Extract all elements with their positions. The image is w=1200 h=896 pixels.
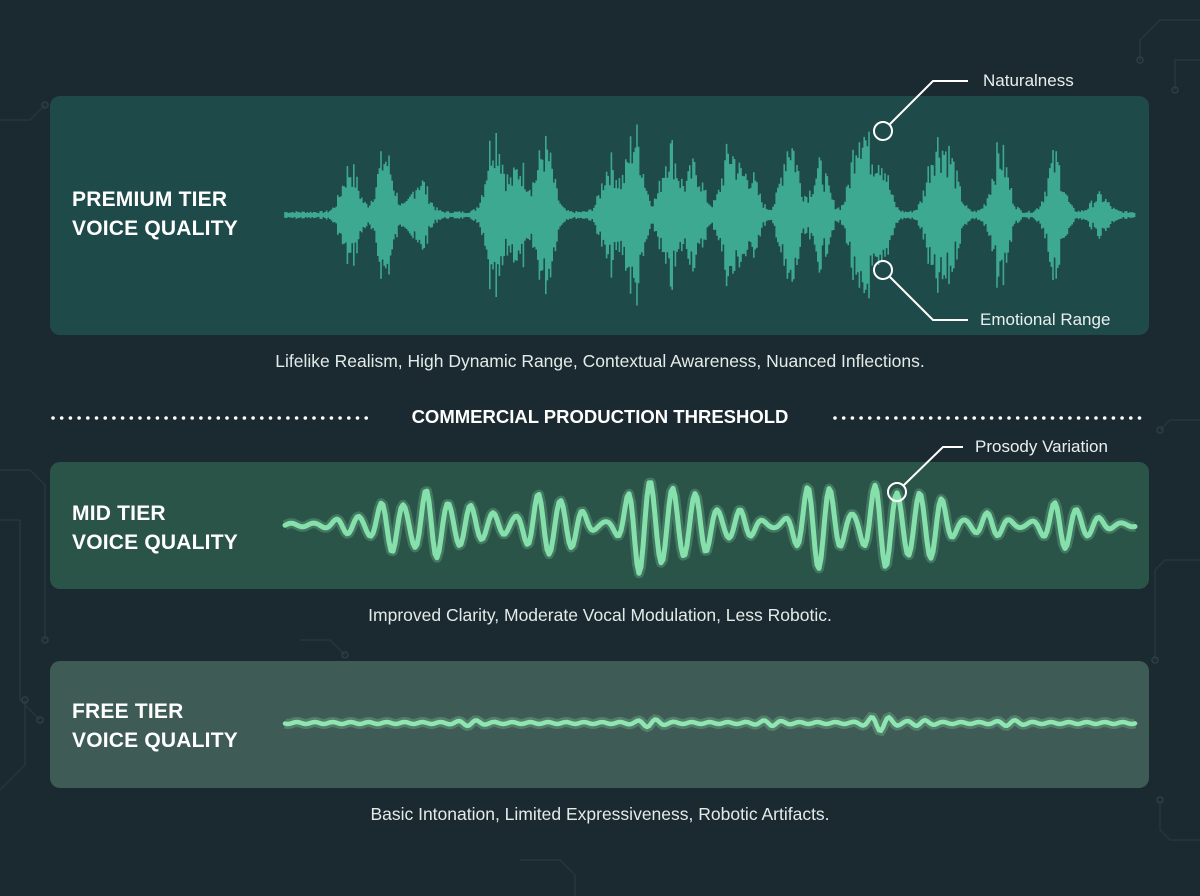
premium-tier-caption: Lifelike Realism, High Dynamic Range, Co… bbox=[275, 351, 925, 371]
mid-tier-title-line1: MID TIER bbox=[72, 502, 166, 525]
premium-tier-title: PREMIUM TIER VOICE QUALITY bbox=[72, 185, 238, 243]
premium-waveform bbox=[284, 124, 1136, 306]
prosody-variation-label: Prosody Variation bbox=[975, 437, 1108, 456]
free-waveform bbox=[282, 711, 1138, 737]
mid-tier-title: MID TIER VOICE QUALITY bbox=[72, 499, 238, 557]
free-tier-panel: FREE TIER VOICE QUALITY bbox=[50, 661, 1149, 788]
premium-tier-title-line1: PREMIUM TIER bbox=[72, 188, 228, 211]
free-tier-title: FREE TIER VOICE QUALITY bbox=[72, 697, 238, 755]
emotional-range-label: Emotional Range bbox=[980, 310, 1111, 329]
mid-waveform bbox=[282, 477, 1138, 579]
free-tier-title-line1: FREE TIER bbox=[72, 700, 184, 723]
premium-tier-title-line2: VOICE QUALITY bbox=[72, 217, 238, 240]
mid-tier-panel: MID TIER VOICE QUALITY bbox=[50, 462, 1149, 589]
threshold-label: COMMERCIAL PRODUCTION THRESHOLD bbox=[411, 406, 789, 427]
naturalness-label: Naturalness bbox=[983, 71, 1074, 90]
premium-tier-panel: PREMIUM TIER VOICE QUALITY bbox=[50, 96, 1149, 335]
free-tier-caption: Basic Intonation, Limited Expressiveness… bbox=[370, 804, 830, 824]
mid-tier-title-line2: VOICE QUALITY bbox=[72, 531, 238, 554]
free-tier-title-line2: VOICE QUALITY bbox=[72, 729, 238, 752]
mid-tier-caption: Improved Clarity, Moderate Vocal Modulat… bbox=[368, 605, 832, 625]
